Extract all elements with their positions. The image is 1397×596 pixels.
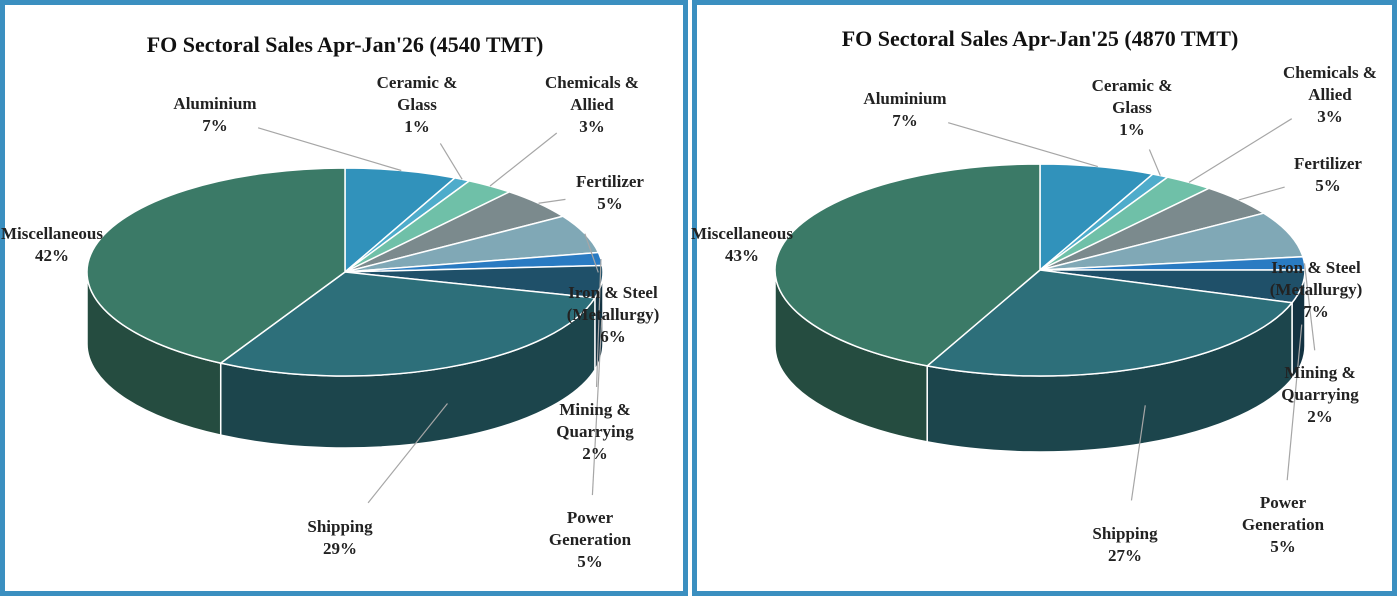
label-name: Iron & Steel (Metallurgy) bbox=[1269, 258, 1363, 299]
leader-line bbox=[367, 403, 448, 504]
leader-line bbox=[595, 258, 602, 388]
pie-slice bbox=[86, 167, 346, 364]
data-label: Fertilizer 5% bbox=[554, 171, 666, 215]
leader-line bbox=[489, 132, 558, 187]
pie-slice bbox=[774, 163, 1041, 367]
leader-line bbox=[1188, 118, 1293, 183]
chart-title: FO Sectoral Sales Apr-Jan'25 (4870 TMT) bbox=[841, 26, 1239, 51]
label-name: Iron & Steel (Metallurgy) bbox=[566, 283, 660, 324]
label-name: Mining & Quarrying bbox=[1281, 363, 1359, 404]
label-value: 5% bbox=[1315, 176, 1341, 195]
data-label: Power Generation 5% bbox=[534, 507, 646, 573]
label-name: Fertilizer bbox=[576, 172, 644, 191]
leader-line bbox=[1148, 149, 1161, 176]
leader-line bbox=[584, 233, 599, 273]
leader-line bbox=[257, 127, 402, 172]
label-name: Shipping bbox=[307, 517, 373, 536]
data-label: Mining & Quarrying 2% bbox=[1264, 362, 1376, 428]
chart-title: FO Sectoral Sales Apr-Jan'26 (4540 TMT) bbox=[146, 32, 544, 57]
label-name: Fertilizer bbox=[1294, 154, 1362, 173]
data-label: Power Generation 5% bbox=[1227, 492, 1339, 558]
data-label: Shipping 27% bbox=[1069, 523, 1181, 567]
label-value: 29% bbox=[323, 539, 357, 558]
leader-line bbox=[1238, 186, 1285, 201]
data-label: Ceramic & Glass 1% bbox=[1076, 75, 1188, 141]
label-value: 7% bbox=[1303, 302, 1329, 321]
label-value: 5% bbox=[577, 552, 603, 571]
leader-line bbox=[538, 198, 566, 204]
label-value: 6% bbox=[600, 327, 626, 346]
panel bbox=[0, 0, 688, 596]
leader-line bbox=[1303, 263, 1316, 351]
label-value: 3% bbox=[579, 117, 605, 136]
label-value: 2% bbox=[1307, 407, 1333, 426]
label-value: 27% bbox=[1108, 546, 1142, 565]
leader-line bbox=[1130, 405, 1146, 501]
data-label: Fertilizer 5% bbox=[1272, 153, 1384, 197]
label-name: Ceramic & Glass bbox=[1091, 76, 1173, 117]
label-name: Miscellaneous bbox=[691, 224, 793, 243]
label-value: 2% bbox=[582, 444, 608, 463]
label-value: 5% bbox=[1270, 537, 1296, 556]
data-label: Iron & Steel (Metallurgy) 7% bbox=[1260, 257, 1372, 323]
label-value: 7% bbox=[892, 111, 918, 130]
data-label: Shipping 29% bbox=[284, 516, 396, 560]
pie-slice bbox=[1039, 212, 1304, 271]
data-label: Ceramic & Glass 1% bbox=[361, 72, 473, 138]
label-value: 1% bbox=[404, 117, 430, 136]
pie-slice bbox=[218, 271, 597, 377]
leader-line bbox=[1286, 324, 1303, 481]
data-label: Chemicals & Allied 3% bbox=[1274, 62, 1386, 128]
label-name: Power Generation bbox=[1241, 493, 1325, 534]
label-value: 1% bbox=[1119, 120, 1145, 139]
label-name: Chemicals & Allied bbox=[545, 73, 639, 114]
label-name: Ceramic & Glass bbox=[376, 73, 458, 114]
data-label: Miscellaneous 42% bbox=[0, 223, 108, 267]
leader-line bbox=[948, 122, 1098, 168]
leader-line bbox=[439, 143, 463, 180]
pie-slice bbox=[925, 269, 1294, 377]
label-name: Aluminium bbox=[173, 94, 257, 113]
label-name: Aluminium bbox=[863, 89, 947, 108]
data-label: Miscellaneous 43% bbox=[686, 223, 798, 267]
label-name: Miscellaneous bbox=[1, 224, 103, 243]
panel bbox=[692, 0, 1397, 596]
label-name: Shipping bbox=[1092, 524, 1158, 543]
label-name: Mining & Quarrying bbox=[556, 400, 634, 441]
label-name: Power Generation bbox=[548, 508, 632, 549]
data-label: Iron & Steel (Metallurgy) 6% bbox=[557, 282, 669, 348]
data-label: Aluminium 7% bbox=[159, 93, 271, 137]
data-label: Mining & Quarrying 2% bbox=[539, 399, 651, 465]
leader-line bbox=[591, 317, 603, 496]
label-name: Chemicals & Allied bbox=[1283, 63, 1377, 104]
label-value: 5% bbox=[597, 194, 623, 213]
label-value: 42% bbox=[35, 246, 69, 265]
data-label: Chemicals & Allied 3% bbox=[536, 72, 648, 138]
label-value: 3% bbox=[1317, 107, 1343, 126]
label-value: 7% bbox=[202, 116, 228, 135]
data-label: Aluminium 7% bbox=[849, 88, 961, 132]
label-value: 43% bbox=[725, 246, 759, 265]
